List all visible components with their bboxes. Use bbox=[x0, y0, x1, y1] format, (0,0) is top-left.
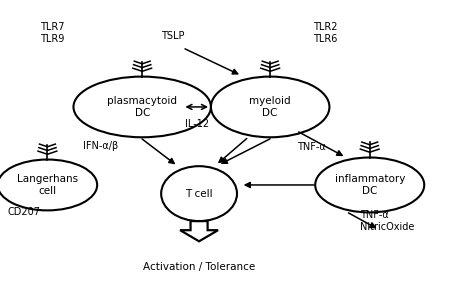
Text: TLR7
TLR9: TLR7 TLR9 bbox=[40, 23, 65, 44]
Text: myeloid
DC: myeloid DC bbox=[249, 96, 291, 118]
Text: TSLP: TSLP bbox=[161, 31, 185, 41]
Text: plasmacytoid
DC: plasmacytoid DC bbox=[107, 96, 177, 118]
Text: inflammatory
DC: inflammatory DC bbox=[335, 174, 405, 196]
Text: TLR2
TLR6: TLR2 TLR6 bbox=[313, 23, 337, 44]
Text: T cell: T cell bbox=[185, 189, 213, 199]
Text: IFN-α/β: IFN-α/β bbox=[83, 141, 118, 151]
Text: TNF-α: TNF-α bbox=[297, 142, 326, 152]
Text: IL-12: IL-12 bbox=[185, 119, 209, 129]
Text: CD207: CD207 bbox=[7, 208, 40, 217]
Text: TNF-α
NitricOxide: TNF-α NitricOxide bbox=[360, 210, 415, 232]
Text: Activation / Tolerance: Activation / Tolerance bbox=[143, 262, 255, 272]
Text: Langerhans
cell: Langerhans cell bbox=[17, 174, 78, 196]
